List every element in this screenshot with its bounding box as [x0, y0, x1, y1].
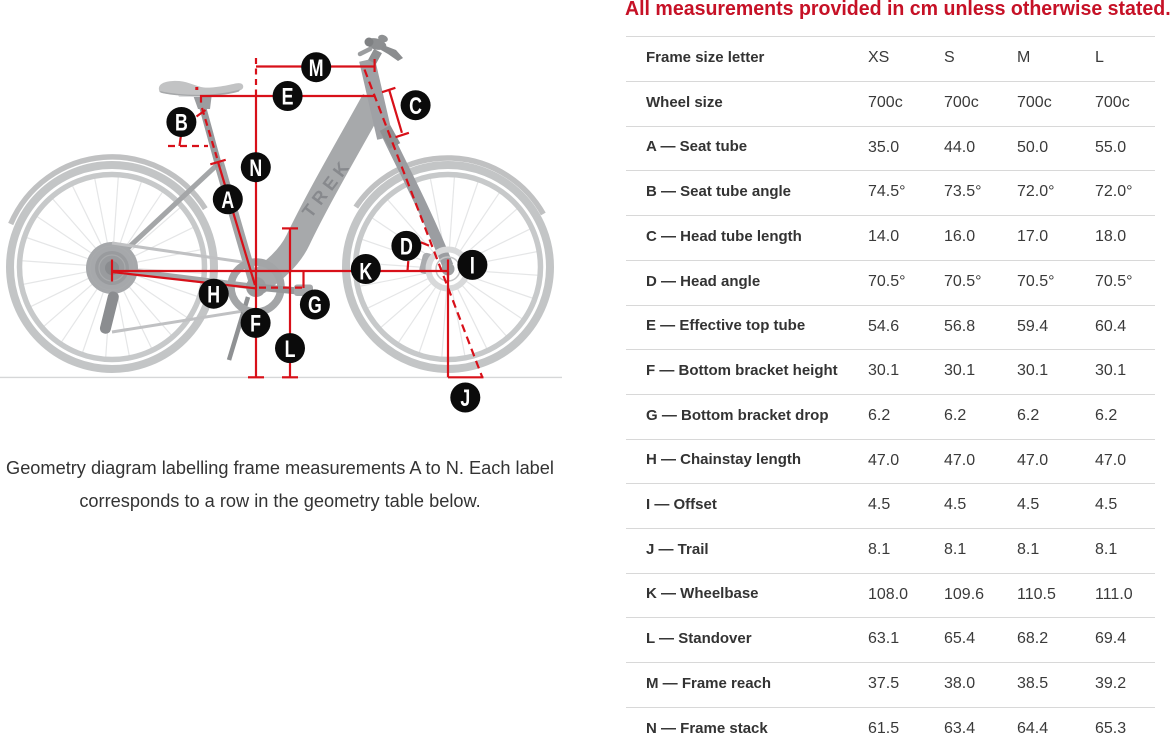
svg-text:J: J [460, 386, 470, 412]
svg-text:I: I [470, 253, 475, 279]
svg-text:L: L [285, 336, 296, 362]
svg-text:H: H [207, 282, 220, 308]
svg-text:C: C [409, 93, 422, 119]
svg-text:N: N [249, 155, 262, 181]
svg-text:B: B [175, 110, 188, 136]
svg-text:F: F [250, 311, 261, 337]
svg-text:M: M [309, 55, 324, 81]
svg-text:K: K [359, 259, 372, 285]
svg-text:G: G [308, 293, 322, 319]
svg-text:E: E [282, 84, 294, 110]
svg-text:A: A [221, 188, 234, 214]
svg-text:D: D [400, 234, 413, 260]
